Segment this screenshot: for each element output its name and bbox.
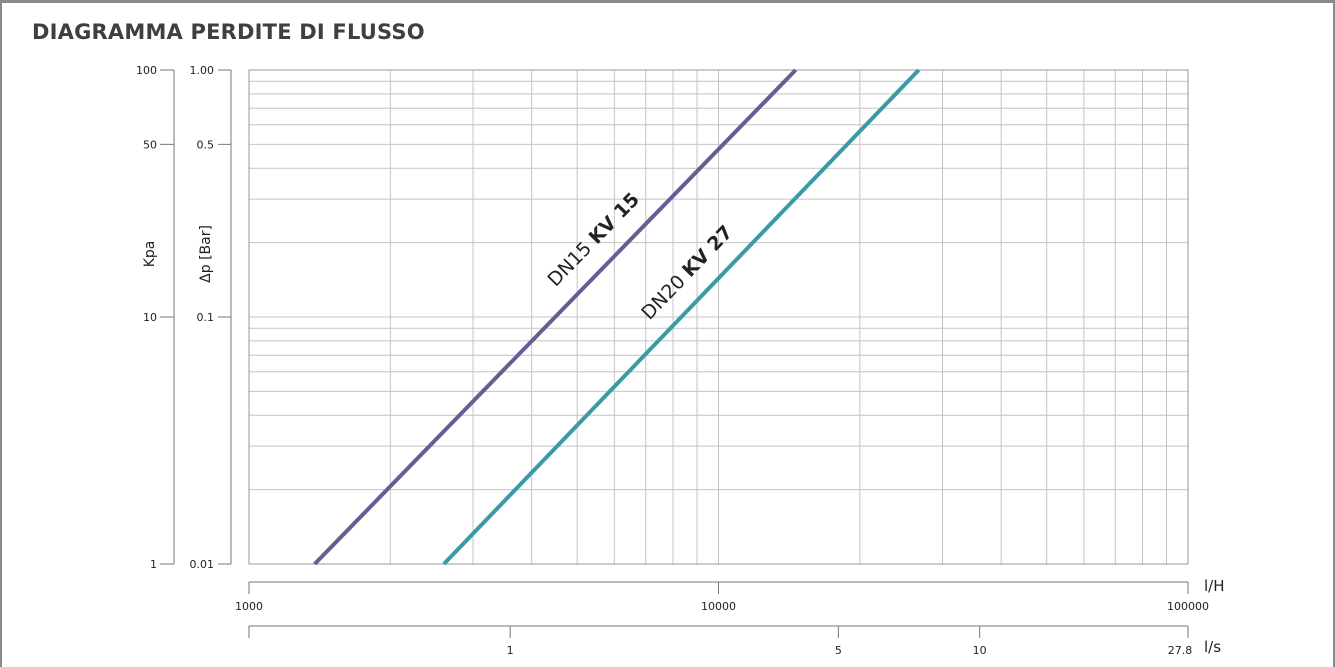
plot-border [248,69,1189,565]
x-tick-label: 10000 [701,600,736,613]
x-tick-label: 100000 [1167,600,1209,613]
secondary-x-tick-label: 27.8 [1168,644,1193,657]
y-tick-label: 0.5 [197,138,215,151]
series-label-kv: KV 27 [678,221,737,281]
y-tick-label: 0.01 [190,558,215,571]
y-axis-label: Δp [Bar] [198,225,214,283]
secondary-x-tick-label: 10 [973,644,987,657]
series-line-dn15 [313,68,798,566]
series-line-dn20 [442,68,921,566]
y-tick-label: 1.00 [190,64,215,77]
y2-tick-label: 100 [136,64,157,77]
x-axis: l/H 1000 10000 100000 [235,577,1225,613]
secondary-x-unit-label: l/s [1204,638,1221,656]
y2-ticks: 1 10 50 100 [136,64,175,571]
x-unit-label: l/H [1204,577,1225,595]
y2-tick-label: 50 [143,138,157,151]
y2-tick-label: 1 [150,558,157,571]
series-label-prefix: DN15 [543,233,600,291]
secondary-x-axis: l/s 1 5 10 27.8 [248,625,1221,657]
chart-title: DIAGRAMMA PERDITE DI FLUSSO [32,20,425,44]
y-ticks: 0.01 0.1 0.5 1.00 [190,64,232,571]
y2-axis-label: Kpa [142,241,158,268]
x-tick-label: 1000 [235,600,263,613]
y2-tick-label: 10 [143,311,157,324]
y-tick-label: 0.1 [197,311,215,324]
secondary-x-tick-label: 5 [835,644,842,657]
y-axes: Δp [Bar] Kpa [142,225,214,283]
secondary-x-tick-label: 1 [507,644,514,657]
grid [248,69,1189,565]
